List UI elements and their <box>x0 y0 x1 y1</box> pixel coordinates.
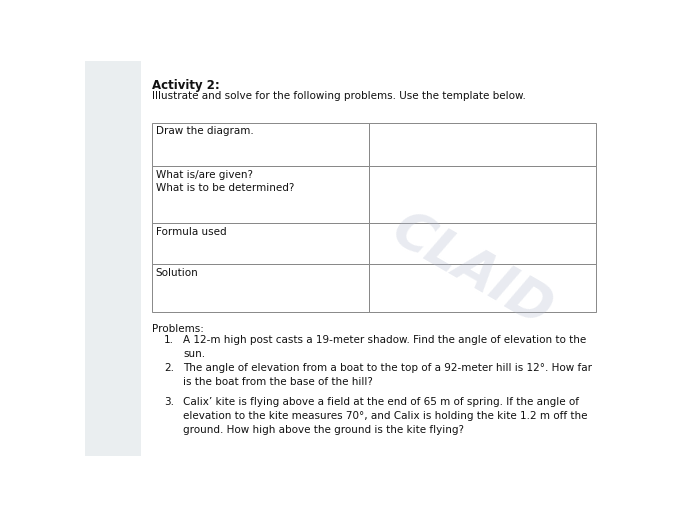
Text: Activity 2:: Activity 2: <box>152 79 219 92</box>
Text: Formula used: Formula used <box>156 227 226 237</box>
Text: 2.: 2. <box>165 363 174 373</box>
Text: 1.: 1. <box>165 335 174 346</box>
Bar <box>85 61 141 456</box>
Bar <box>370 223 596 265</box>
Bar <box>152 166 370 223</box>
Text: Solution: Solution <box>156 268 199 279</box>
Text: CLAID: CLAID <box>382 204 561 337</box>
Bar <box>152 223 370 265</box>
Bar <box>370 265 596 312</box>
Bar <box>152 265 370 312</box>
Text: Draw the diagram.: Draw the diagram. <box>156 126 253 137</box>
Text: Calix’ kite is flying above a field at the end of 65 m of spring. If the angle o: Calix’ kite is flying above a field at t… <box>183 397 588 435</box>
Bar <box>370 166 596 223</box>
Bar <box>152 122 370 166</box>
Text: The angle of elevation from a boat to the top of a 92-meter hill is 12°. How far: The angle of elevation from a boat to th… <box>183 363 592 387</box>
Text: Problems:: Problems: <box>152 324 204 334</box>
Text: What is/are given?
What is to be determined?: What is/are given? What is to be determi… <box>156 170 294 193</box>
Text: Illustrate and solve for the following problems. Use the template below.: Illustrate and solve for the following p… <box>152 91 525 101</box>
Text: A 12-m high post casts a 19-meter shadow. Find the angle of elevation to the
sun: A 12-m high post casts a 19-meter shadow… <box>183 335 587 359</box>
Bar <box>370 122 596 166</box>
Text: 3.: 3. <box>165 397 174 408</box>
